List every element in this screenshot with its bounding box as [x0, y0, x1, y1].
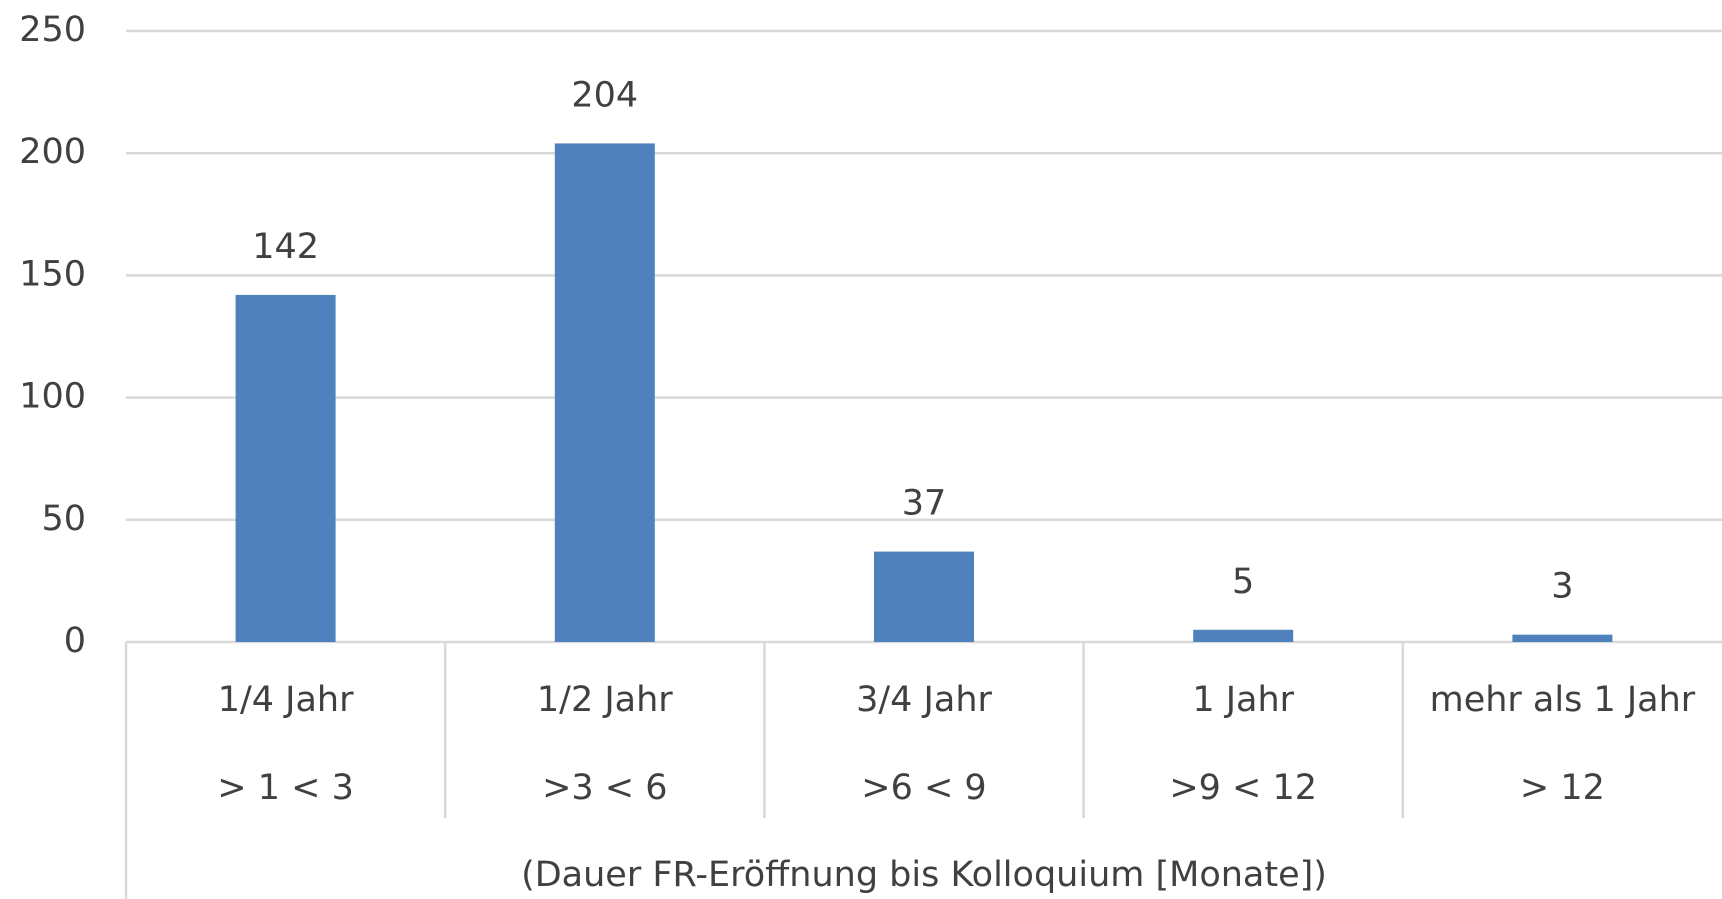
y-tick-label: 0 [64, 621, 86, 661]
data-label: 37 [902, 484, 947, 524]
data-label: 5 [1232, 562, 1254, 602]
bar [1512, 634, 1613, 642]
bar [235, 294, 336, 642]
x-subcategory-label: >3 < 6 [542, 768, 667, 808]
x-axis-title: (Dauer FR-Eröffnung bis Kolloquium [Mona… [521, 855, 1327, 895]
y-tick-label: 200 [19, 132, 86, 172]
x-subcategory-label: > 12 [1520, 768, 1605, 808]
data-label: 3 [1551, 567, 1573, 607]
y-tick-label: 250 [19, 10, 86, 50]
x-tick-label: 1/2 Jahr [537, 680, 673, 720]
x-subcategory-label: > 1 < 3 [217, 768, 354, 808]
x-tick-label: 1/4 Jahr [218, 680, 354, 720]
data-label: 204 [571, 75, 638, 115]
y-tick-label: 50 [41, 499, 86, 539]
bar [1193, 629, 1294, 642]
x-subcategory-label: >6 < 9 [861, 768, 986, 808]
x-tick-label: mehr als 1 Jahr [1430, 680, 1696, 720]
y-tick-label: 150 [19, 254, 86, 294]
x-subcategory-label: >9 < 12 [1169, 768, 1317, 808]
bar [874, 551, 974, 642]
data-label: 142 [252, 227, 319, 267]
y-tick-label: 100 [19, 377, 86, 417]
x-tick-label: 3/4 Jahr [856, 680, 992, 720]
bar [554, 143, 655, 642]
x-tick-label: 1 Jahr [1192, 680, 1294, 720]
